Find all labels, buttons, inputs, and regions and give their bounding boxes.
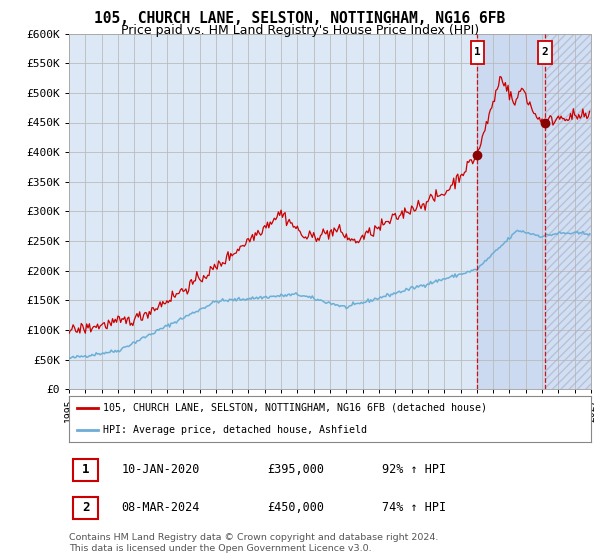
Text: 2: 2 <box>82 501 89 514</box>
FancyBboxPatch shape <box>470 41 484 64</box>
Text: 2: 2 <box>542 47 548 57</box>
Text: 74% ↑ HPI: 74% ↑ HPI <box>382 501 446 514</box>
Text: 92% ↑ HPI: 92% ↑ HPI <box>382 464 446 477</box>
Text: £395,000: £395,000 <box>268 464 325 477</box>
Text: HPI: Average price, detached house, Ashfield: HPI: Average price, detached house, Ashf… <box>103 424 367 435</box>
Text: 105, CHURCH LANE, SELSTON, NOTTINGHAM, NG16 6FB (detached house): 105, CHURCH LANE, SELSTON, NOTTINGHAM, N… <box>103 403 487 413</box>
Text: 08-MAR-2024: 08-MAR-2024 <box>121 501 200 514</box>
Text: Price paid vs. HM Land Registry's House Price Index (HPI): Price paid vs. HM Land Registry's House … <box>121 24 479 36</box>
Text: 1: 1 <box>82 464 89 477</box>
Text: 10-JAN-2020: 10-JAN-2020 <box>121 464 200 477</box>
Text: 1: 1 <box>474 47 481 57</box>
Bar <box>545 34 591 389</box>
Text: £450,000: £450,000 <box>268 501 325 514</box>
FancyBboxPatch shape <box>73 497 98 519</box>
FancyBboxPatch shape <box>73 459 98 481</box>
Bar <box>545 34 591 389</box>
Text: Contains HM Land Registry data © Crown copyright and database right 2024.
This d: Contains HM Land Registry data © Crown c… <box>69 533 439 553</box>
FancyBboxPatch shape <box>538 41 552 64</box>
Text: 105, CHURCH LANE, SELSTON, NOTTINGHAM, NG16 6FB: 105, CHURCH LANE, SELSTON, NOTTINGHAM, N… <box>94 11 506 26</box>
Bar <box>478 34 545 389</box>
